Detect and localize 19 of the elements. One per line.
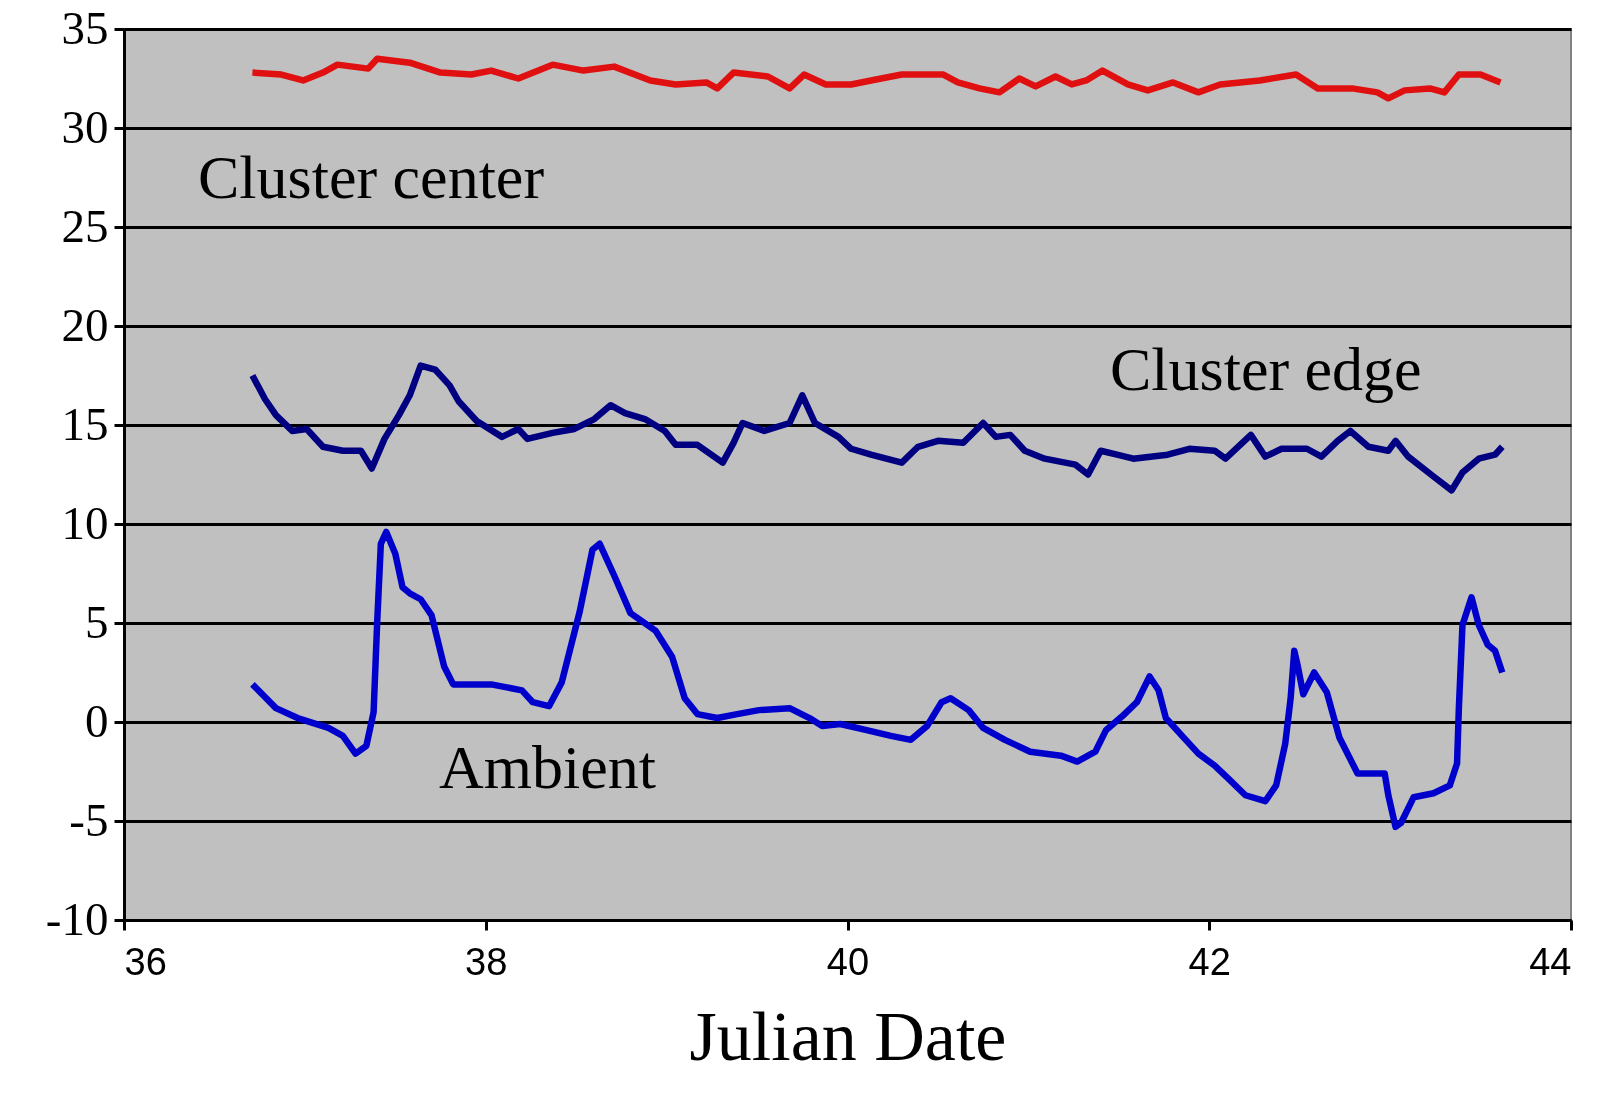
y-tick-label: 0 <box>85 694 109 747</box>
y-tick-label: 30 <box>61 100 109 153</box>
y-tick-label: 25 <box>61 199 109 252</box>
x-tick-label: 38 <box>465 940 508 983</box>
annotation: Ambient <box>439 733 656 801</box>
y-tick-label: 10 <box>61 496 109 549</box>
x-tick-label: 44 <box>1529 940 1572 983</box>
x-axis-title: Julian Date <box>689 997 1007 1075</box>
y-tick-label: -5 <box>69 793 109 846</box>
y-tick-label: 35 <box>61 1 109 54</box>
y-tick-label: 5 <box>85 595 109 648</box>
y-tick-label: -10 <box>45 892 109 945</box>
x-tick-label: 40 <box>826 940 870 983</box>
y-tick-label: 15 <box>61 397 109 450</box>
x-tick-label: 36 <box>124 940 167 983</box>
annotation: Cluster center <box>198 143 545 211</box>
annotation: Cluster edge <box>1110 335 1422 403</box>
x-tick-label: 42 <box>1188 940 1231 983</box>
y-tick-label: 20 <box>61 298 109 351</box>
